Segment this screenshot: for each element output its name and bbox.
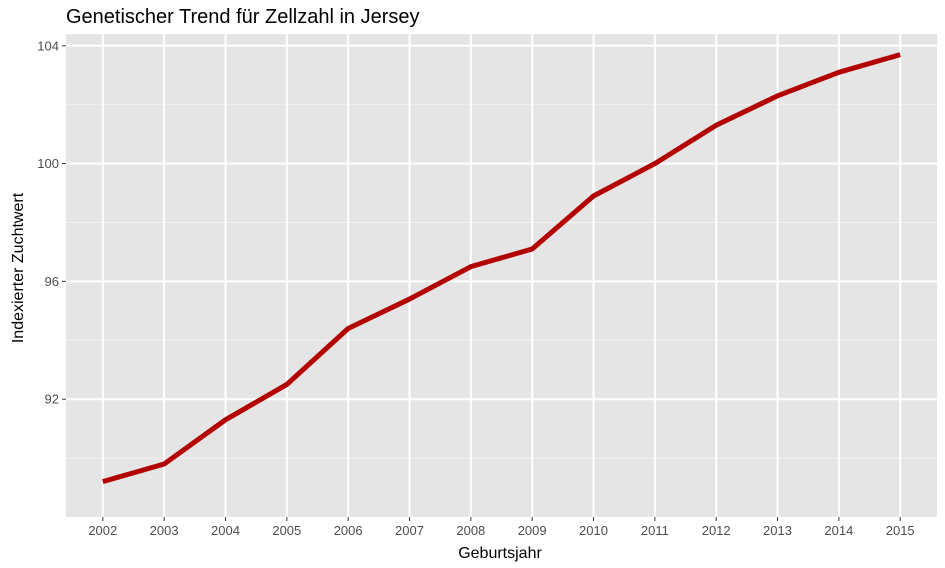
y-axis: 92 96 100 104 bbox=[37, 38, 66, 407]
series-group bbox=[102, 52, 901, 485]
x-tick-label: 2014 bbox=[824, 523, 853, 538]
x-tick-label: 2010 bbox=[579, 523, 608, 538]
x-axis: 2002 2003 2004 2005 2006 2007 2008 2009 2010 2011… bbox=[88, 517, 915, 538]
x-tick-label: 2013 bbox=[763, 523, 792, 538]
chart-title: Genetischer Trend für Zellzahl in Jersey bbox=[66, 6, 420, 28]
x-tick-label: 2011 bbox=[641, 523, 669, 538]
y-tick-label: 92 bbox=[45, 392, 59, 407]
x-tick-label: 2015 bbox=[886, 523, 915, 538]
y-tick-label: 104 bbox=[37, 38, 59, 53]
major-gridlines bbox=[66, 34, 937, 517]
y-tick-label: 96 bbox=[45, 274, 59, 289]
x-tick-label: 2007 bbox=[395, 523, 424, 538]
x-tick-label: 2009 bbox=[518, 523, 547, 538]
x-tick-label: 2012 bbox=[702, 523, 731, 538]
x-tick-label: 2006 bbox=[334, 523, 363, 538]
y-axis-title: Indexierter Zuchtwert bbox=[10, 192, 27, 343]
x-tick-label: 2005 bbox=[272, 523, 301, 538]
plot-panel bbox=[66, 34, 937, 517]
series-line bbox=[102, 52, 901, 485]
minor-gridlines bbox=[66, 104, 937, 459]
y-tick-label: 100 bbox=[37, 156, 59, 171]
x-tick-label: 2008 bbox=[456, 523, 485, 538]
x-tick-label: 2004 bbox=[211, 523, 240, 538]
x-axis-title: Geburtsjahr bbox=[458, 545, 542, 562]
x-tick-label: 2003 bbox=[150, 523, 179, 538]
x-tick-label: 2002 bbox=[88, 523, 117, 538]
